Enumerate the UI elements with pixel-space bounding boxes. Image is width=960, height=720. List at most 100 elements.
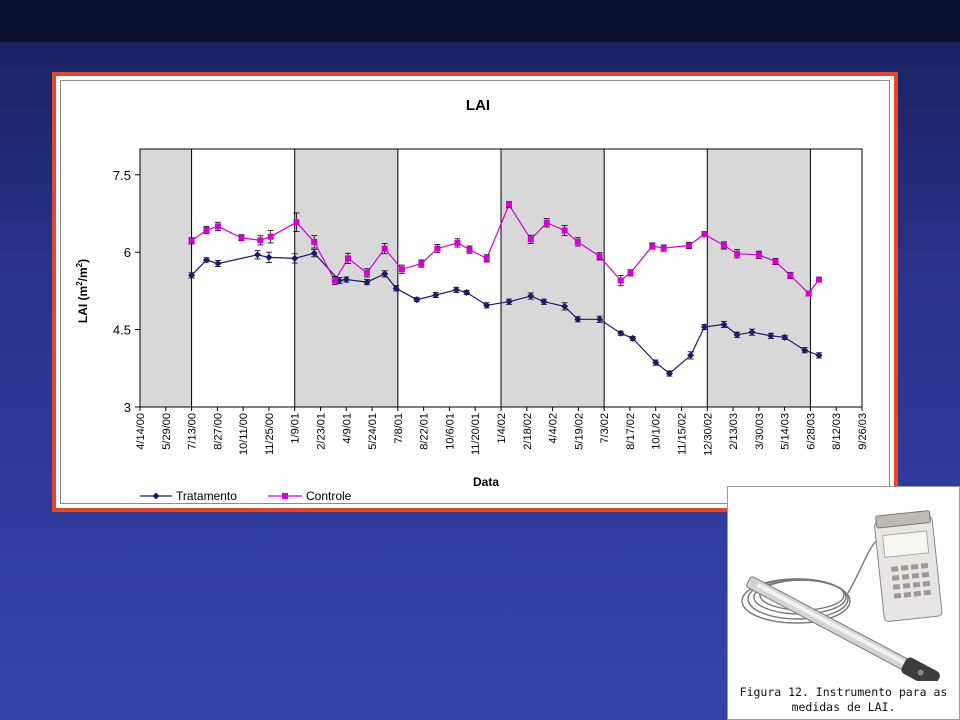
data-point [561,227,568,234]
y-axis-title-main: LAI (m [76,286,90,323]
data-point [267,233,274,240]
data-point [720,242,727,249]
data-point [413,296,421,304]
legend-marker-controle [282,493,288,499]
shaded-period-1 [139,148,193,408]
x-tick-label: 5/29/00 [161,413,173,450]
data-point [265,253,273,261]
data-point [311,238,318,245]
data-point [310,249,318,257]
series-tratamento [188,249,823,377]
y-tick-label: 7.5 [113,168,131,183]
data-point [257,237,264,244]
x-tick-label: 5/19/02 [573,413,585,450]
x-tick-label: 12/30/02 [702,413,714,456]
data-point [660,245,667,252]
series-line [191,252,820,375]
x-tick-label: 8/27/00 [212,413,224,450]
x-tick-label: 4/4/02 [548,413,560,444]
data-point [483,301,491,309]
x-tick-label: 7/13/00 [187,413,199,450]
lai-instrument-image [741,510,943,688]
data-point [596,253,603,260]
data-point [454,239,461,246]
data-point [781,333,789,341]
x-tick-label: 1/9/01 [290,413,302,444]
data-point [381,270,389,278]
data-point [767,332,775,340]
data-point [734,250,741,257]
x-tick-label: 1/4/02 [496,413,508,444]
data-point [345,255,352,262]
shaded-period-4 [706,148,811,408]
x-tick-label: 11/25/00 [264,413,276,455]
y-tick-label: 6 [124,245,131,260]
data-point [772,258,779,265]
data-point [629,334,637,342]
data-point [617,277,624,284]
chart-title: LAI [466,97,490,114]
x-tick-label: 6/28/03 [805,413,817,450]
figure-caption: Figura 12. Instrumento para as medidas d… [739,685,948,714]
y-tick-label: 4.5 [113,323,131,338]
data-point [392,284,400,292]
data-point [363,269,370,276]
x-tick-label: 3/30/03 [754,413,766,450]
data-point [815,351,823,359]
data-point [596,315,604,323]
x-tick-label: 10/1/02 [651,413,663,450]
x-tick-label: 2/18/02 [522,413,534,450]
chart-inner-border [60,80,890,504]
data-point [574,315,582,323]
data-point [203,227,210,234]
data-point [505,298,513,306]
data-point [418,260,425,267]
data-point [617,329,625,337]
data-point [463,288,471,296]
shaded-period-3 [500,148,605,408]
data-point [733,331,741,339]
data-point [291,254,299,262]
legend: Tratamento Controle [140,489,352,503]
x-tick-label: 7/3/02 [599,413,611,444]
x-axis-title: Data [473,475,499,489]
header-band [0,0,960,42]
data-point [700,323,708,331]
data-point [720,320,728,328]
data-point [342,276,350,284]
data-point [574,238,581,245]
y-axis-title-end: ) [76,259,90,263]
y-axis-title-mid: /m [76,267,90,281]
x-tick-label: 8/17/02 [625,413,637,450]
series-controle [188,201,823,297]
x-tick-label: 8/12/03 [831,413,843,450]
x-tick-label: 2/23/01 [316,413,328,450]
data-point [202,256,210,264]
x-tick-label: 5/24/01 [367,413,379,450]
data-point [649,243,656,250]
data-point [540,298,548,306]
legend-label-tratamento: Tratamento [176,489,237,503]
data-point [543,219,550,226]
x-tick-label: 4/14/00 [135,413,147,450]
data-point [466,246,473,253]
series-layer [188,201,823,377]
x-tick-label: 2/13/03 [728,413,740,450]
data-point [188,271,196,279]
data-point [561,302,569,310]
data-point [398,266,405,273]
data-point [701,231,708,238]
shaded-periods [139,148,811,408]
data-point [432,291,440,299]
data-point [527,236,534,243]
data-point [381,245,388,252]
data-point [748,328,756,336]
y-axis-title: LAI (m2/m2) [75,259,90,323]
legend-label-controle: Controle [306,489,352,503]
data-point [805,290,812,297]
data-point [652,359,660,367]
data-point [816,276,823,283]
data-point [627,269,634,276]
y-axis-title-sup2: 2 [75,262,84,267]
data-point [755,251,762,258]
